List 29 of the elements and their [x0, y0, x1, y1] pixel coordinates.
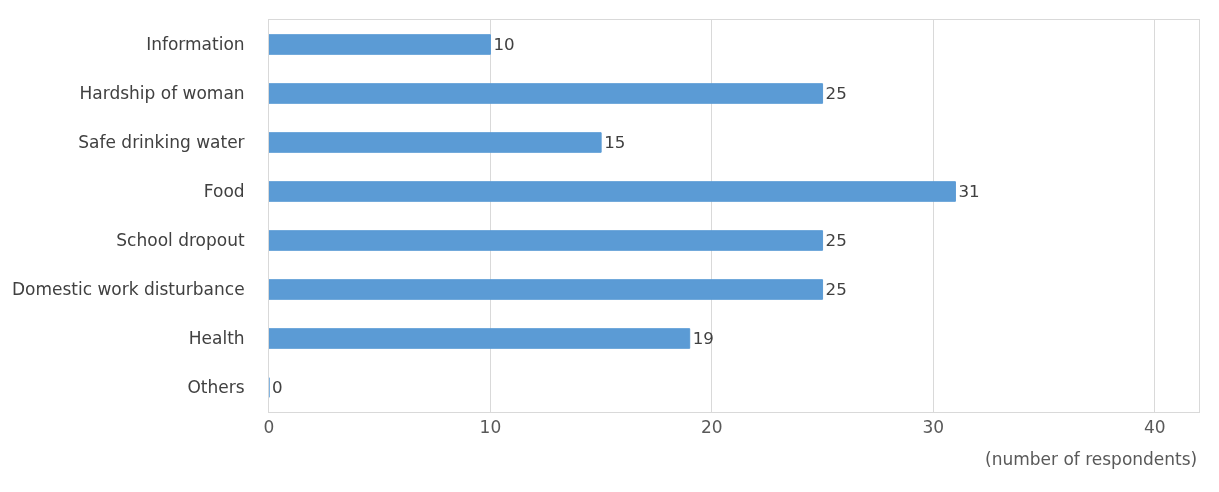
bar	[269, 230, 824, 251]
y-tick-label: Domestic work disturbance	[11, 279, 245, 300]
bar	[269, 328, 691, 349]
x-tick-label: 10	[479, 417, 502, 438]
x-tick-label: 30	[922, 417, 945, 438]
y-tick-label: School dropout	[116, 230, 245, 251]
x-axis-title: (number of respondents)	[985, 449, 1198, 469]
data-label: 0	[272, 378, 283, 398]
data-label: 10	[493, 35, 515, 55]
data-label: 15	[604, 133, 626, 153]
y-tick-label: Others	[187, 377, 245, 398]
bar	[269, 83, 824, 104]
bar	[269, 279, 824, 300]
data-label: 31	[958, 182, 980, 202]
y-tick-label: Hardship of woman	[79, 83, 245, 104]
x-tick-label: 40	[1143, 417, 1166, 438]
bar	[269, 132, 602, 153]
y-tick-label: Information	[146, 34, 245, 55]
y-tick-label: Health	[188, 328, 245, 349]
bar	[269, 181, 956, 202]
data-label: 25	[825, 84, 847, 104]
data-label: 19	[692, 329, 714, 349]
data-label: 25	[825, 280, 847, 300]
y-tick-label: Food	[203, 181, 245, 202]
data-label: 25	[825, 231, 847, 251]
x-tick-label: 20	[701, 417, 723, 438]
bar	[269, 34, 491, 55]
x-tick-label: 0	[263, 417, 275, 438]
y-tick-label: Safe drinking water	[78, 132, 245, 153]
